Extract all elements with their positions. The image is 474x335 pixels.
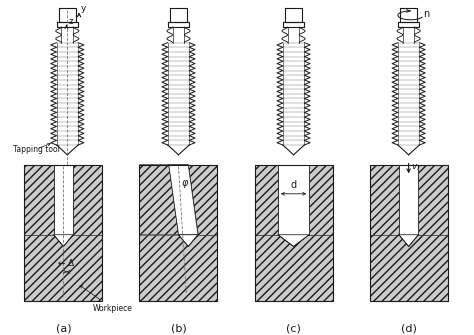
Polygon shape <box>370 235 447 301</box>
Polygon shape <box>399 164 419 235</box>
Text: $\varphi$: $\varphi$ <box>182 178 190 190</box>
Text: (b): (b) <box>171 324 186 333</box>
Polygon shape <box>188 164 218 235</box>
Polygon shape <box>399 235 419 247</box>
Polygon shape <box>139 164 179 235</box>
Polygon shape <box>255 235 333 301</box>
Polygon shape <box>169 164 198 235</box>
Text: z: z <box>68 17 73 26</box>
Text: y: y <box>81 4 86 13</box>
Polygon shape <box>255 164 278 235</box>
Polygon shape <box>24 235 102 301</box>
Polygon shape <box>54 164 73 235</box>
Text: d: d <box>291 180 297 190</box>
Polygon shape <box>278 235 309 247</box>
Text: (c): (c) <box>286 324 301 333</box>
Polygon shape <box>370 164 399 235</box>
Text: Tapping tool: Tapping tool <box>13 143 60 154</box>
Text: n: n <box>423 9 429 19</box>
Polygon shape <box>309 164 333 235</box>
Polygon shape <box>179 235 198 247</box>
Text: (a): (a) <box>55 324 71 333</box>
Text: $\leftarrow\Delta$: $\leftarrow\Delta$ <box>56 257 75 268</box>
Text: $v_f$: $v_f$ <box>410 162 421 173</box>
Polygon shape <box>278 164 309 235</box>
Text: (d): (d) <box>401 324 417 333</box>
Polygon shape <box>24 164 54 235</box>
Polygon shape <box>73 164 102 235</box>
Polygon shape <box>139 235 218 301</box>
Polygon shape <box>54 235 73 247</box>
Polygon shape <box>419 164 447 235</box>
Text: Workpiece: Workpiece <box>80 285 133 313</box>
